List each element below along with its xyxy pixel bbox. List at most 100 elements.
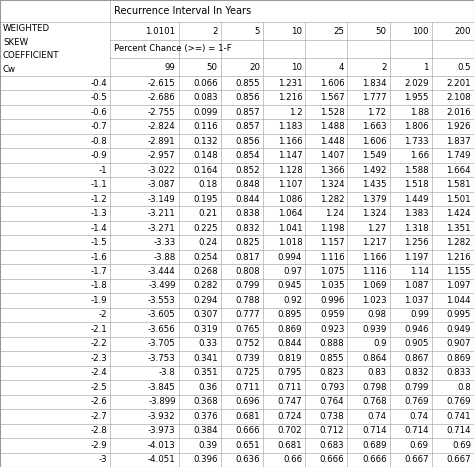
- Text: -3.499: -3.499: [148, 282, 176, 290]
- Text: 0.24: 0.24: [199, 238, 218, 247]
- Text: 0.341: 0.341: [193, 354, 218, 363]
- Text: 0.725: 0.725: [236, 368, 260, 377]
- Text: -3.753: -3.753: [148, 354, 176, 363]
- Text: 50: 50: [207, 63, 218, 71]
- Text: 1.955: 1.955: [404, 93, 429, 102]
- Text: 1.0101: 1.0101: [146, 27, 176, 35]
- Text: 0.69: 0.69: [410, 441, 429, 450]
- Text: 0.97: 0.97: [283, 267, 302, 276]
- Text: -2.615: -2.615: [148, 79, 176, 88]
- Text: 0.681: 0.681: [236, 412, 260, 421]
- Text: 0.855: 0.855: [236, 79, 260, 88]
- Text: 0.5: 0.5: [457, 63, 471, 71]
- Text: 0.788: 0.788: [236, 296, 260, 305]
- Text: 0.681: 0.681: [278, 441, 302, 450]
- Text: 1.037: 1.037: [404, 296, 429, 305]
- Text: 0.819: 0.819: [278, 354, 302, 363]
- Text: 0.376: 0.376: [193, 412, 218, 421]
- Text: 0.66: 0.66: [283, 455, 302, 464]
- Text: 1.023: 1.023: [362, 296, 387, 305]
- Text: -3.211: -3.211: [148, 209, 176, 218]
- Text: Recurrence Interval In Years: Recurrence Interval In Years: [114, 6, 251, 16]
- Text: 1.407: 1.407: [320, 151, 345, 160]
- Text: 0.667: 0.667: [447, 455, 471, 464]
- Text: 1.518: 1.518: [404, 180, 429, 189]
- Text: 0.666: 0.666: [320, 455, 345, 464]
- Text: 0.905: 0.905: [404, 340, 429, 348]
- Text: -2.755: -2.755: [148, 108, 176, 117]
- Text: -2.824: -2.824: [148, 122, 176, 131]
- Text: -3.444: -3.444: [148, 267, 176, 276]
- Text: 0.854: 0.854: [236, 151, 260, 160]
- Text: 1.88: 1.88: [410, 108, 429, 117]
- Text: -2.8: -2.8: [90, 426, 107, 435]
- Text: 1.383: 1.383: [404, 209, 429, 218]
- Text: 0.844: 0.844: [278, 340, 302, 348]
- Text: 0.714: 0.714: [404, 426, 429, 435]
- Text: 1.749: 1.749: [447, 151, 471, 160]
- Text: 0.817: 0.817: [236, 253, 260, 262]
- Text: 0.855: 0.855: [320, 354, 345, 363]
- Text: -4.013: -4.013: [148, 441, 176, 450]
- Text: 0.793: 0.793: [320, 383, 345, 392]
- Text: -0.7: -0.7: [90, 122, 107, 131]
- Text: 0.777: 0.777: [236, 311, 260, 319]
- Text: 50: 50: [375, 27, 387, 35]
- Text: 0.844: 0.844: [236, 195, 260, 204]
- Text: 0.848: 0.848: [236, 180, 260, 189]
- Text: 1.318: 1.318: [404, 224, 429, 233]
- Text: 10: 10: [291, 27, 302, 35]
- Text: 1.448: 1.448: [320, 137, 345, 146]
- Text: 99: 99: [165, 63, 176, 71]
- Text: 0.832: 0.832: [236, 224, 260, 233]
- Text: 0.066: 0.066: [193, 79, 218, 88]
- Text: 0.148: 0.148: [193, 151, 218, 160]
- Text: -1.8: -1.8: [90, 282, 107, 290]
- Text: 1: 1: [423, 63, 429, 71]
- Text: 0.769: 0.769: [447, 397, 471, 406]
- Text: 0.714: 0.714: [447, 426, 471, 435]
- Text: 0.833: 0.833: [447, 368, 471, 377]
- Text: 0.869: 0.869: [278, 325, 302, 334]
- Text: 0.949: 0.949: [447, 325, 471, 334]
- Text: 0.18: 0.18: [199, 180, 218, 189]
- Text: 0.98: 0.98: [368, 311, 387, 319]
- Text: -2.3: -2.3: [90, 354, 107, 363]
- Text: -3.271: -3.271: [148, 224, 176, 233]
- Text: 0.702: 0.702: [278, 426, 302, 435]
- Text: 0.945: 0.945: [278, 282, 302, 290]
- Text: 0.864: 0.864: [362, 354, 387, 363]
- Text: 0.33: 0.33: [199, 340, 218, 348]
- Text: 1.379: 1.379: [362, 195, 387, 204]
- Text: -2.1: -2.1: [90, 325, 107, 334]
- Text: -3.553: -3.553: [148, 296, 176, 305]
- Text: -2.5: -2.5: [90, 383, 107, 392]
- Text: -3.149: -3.149: [148, 195, 176, 204]
- Text: 0.714: 0.714: [362, 426, 387, 435]
- Text: 0.9: 0.9: [373, 340, 387, 348]
- Text: 1.66: 1.66: [410, 151, 429, 160]
- Text: 1.435: 1.435: [362, 180, 387, 189]
- Text: 1.14: 1.14: [410, 267, 429, 276]
- Text: 1.72: 1.72: [367, 108, 387, 117]
- Text: 1.086: 1.086: [278, 195, 302, 204]
- Text: 1.157: 1.157: [320, 238, 345, 247]
- Text: -2.2: -2.2: [90, 340, 107, 348]
- Text: 1.24: 1.24: [325, 209, 345, 218]
- Text: 0.83: 0.83: [367, 368, 387, 377]
- Text: -1.6: -1.6: [90, 253, 107, 262]
- Text: 0.368: 0.368: [193, 397, 218, 406]
- Text: 1.197: 1.197: [404, 253, 429, 262]
- Text: 0.764: 0.764: [320, 397, 345, 406]
- Text: 1.664: 1.664: [447, 166, 471, 175]
- Text: 0.996: 0.996: [320, 296, 345, 305]
- Text: -1.7: -1.7: [90, 267, 107, 276]
- Text: 1.581: 1.581: [447, 180, 471, 189]
- Text: 1.733: 1.733: [404, 137, 429, 146]
- Text: 0.852: 0.852: [236, 166, 260, 175]
- Text: -1.1: -1.1: [90, 180, 107, 189]
- Text: -0.4: -0.4: [90, 79, 107, 88]
- Text: -3: -3: [99, 455, 107, 464]
- Text: 0.798: 0.798: [362, 383, 387, 392]
- Text: 25: 25: [333, 27, 345, 35]
